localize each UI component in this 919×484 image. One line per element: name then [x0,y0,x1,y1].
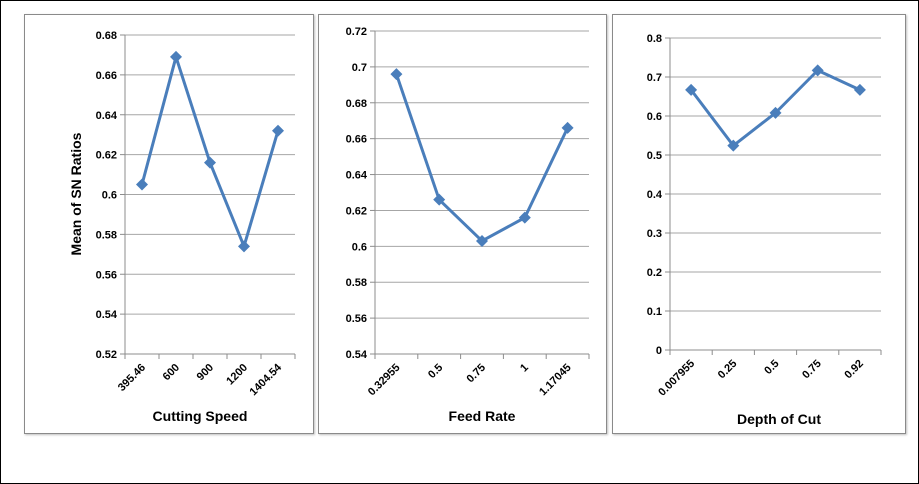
cutting-speed-data-point [204,156,216,169]
cutting-speed-x-tick-label: 1200 [224,362,250,388]
feed-rate-data-point [476,234,488,247]
feed-rate-y-tick-label: 0.58 [346,277,367,289]
feed-rate-series-line [394,73,569,243]
chart-panel-cutting-speed: 0.52 0.54 0.56 0.58 0.6 0.62 0.64 0.66 0.68 395.4… [24,14,314,434]
feed-rate-y-tick-label: 0.7 [352,62,367,74]
cutting-speed-series-line [140,55,280,248]
chart-feed-rate: 0.54 0.56 0.58 0.6 0.62 0.64 0.66 0.68 0.7 0.72 0.… [346,26,590,424]
feed-rate-y-tick-label: 0.54 [346,349,368,361]
cutting-speed-y-tick-label: 0.66 [96,70,117,82]
depth-of-cut-x-tick-label: 0.25 [716,358,740,382]
cutting-speed-data-point [136,178,148,191]
depth-of-cut-y-tick-label: 0.2 [647,267,662,279]
feed-rate-x-tick-label: 0.5 [426,362,445,381]
cutting-speed-x-tick-label: 600 [161,362,182,383]
feed-rate-y-tick-label: 0.68 [346,98,367,110]
feed-rate-y-tick-label: 0.62 [346,205,367,217]
depth-of-cut-x-axis-label: Depth of Cut [737,411,821,427]
feed-rate-y-tick-label: 0.72 [346,26,367,38]
feed-rate-x-axis-label: Feed Rate [449,408,516,424]
depth-of-cut-y-tick-label: 0.7 [647,72,662,84]
depth-of-cut-x-tick-label: 0.75 [800,358,824,382]
chart-cutting-speed: 0.52 0.54 0.56 0.58 0.6 0.62 0.64 0.66 0.68 395.4… [68,30,296,424]
feed-rate-y-tick-label: 0.66 [346,134,367,146]
cutting-speed-data-point [238,240,250,253]
cutting-speed-x-tick-label: 900 [195,362,216,383]
feed-rate-x-tick-label: 1.17045 [537,362,574,399]
feed-rate-y-tick-label: 0.64 [346,170,368,182]
cutting-speed-y-tick-label: 0.54 [96,309,118,321]
cutting-speed-y-tick-label: 0.6 [102,190,117,202]
chart-depth-of-cut: 0 0.1 0.2 0.3 0.4 0.5 0.6 0.7 0.8 0.007955 0.25 0.5… [647,33,882,427]
feed-rate-data-point [561,121,574,134]
cutting-speed-y-tick-label: 0.52 [96,349,117,361]
depth-of-cut-data-point [727,139,740,152]
feed-rate-data-point [433,193,446,206]
depth-of-cut-y-tick-label: 0.5 [647,150,662,162]
cutting-speed-y-tick-label: 0.62 [96,150,117,162]
cutting-speed-data-point [170,50,182,63]
feed-rate-x-tick-label: 0.75 [464,362,488,386]
cutting-speed-x-tick-label: 1404.54 [248,361,285,398]
depth-of-cut-y-tick-label: 0.1 [647,306,662,318]
feed-rate-y-tick-label: 0.6 [352,241,367,253]
depth-of-cut-data-point [769,106,782,119]
depth-of-cut-y-tick-label: 0.3 [647,228,662,240]
cutting-speed-y-tick-label: 0.64 [96,110,118,122]
depth-of-cut-y-tick-label: 0.4 [647,189,663,201]
cutting-speed-y-tick-label: 0.68 [96,30,117,42]
feed-rate-data-point [390,68,403,81]
depth-of-cut-x-tick-label: 0.92 [842,358,866,382]
depth-of-cut-y-tick-label: 0.6 [647,111,662,123]
cutting-speed-y-axis-label: Mean of SN Ratios [68,132,84,255]
depth-of-cut-data-point [811,64,824,77]
depth-of-cut-y-tick-label: 0 [656,345,662,357]
feed-rate-y-tick-label: 0.56 [346,313,367,325]
feed-rate-x-tick-label: 1 [518,362,531,375]
depth-of-cut-y-tick-label: 0.8 [647,33,662,45]
cutting-speed-data-point [272,124,284,137]
cutting-speed-y-tick-label: 0.56 [96,269,117,281]
depth-of-cut-data-point [685,83,698,96]
depth-of-cut-data-point [853,83,866,96]
depth-of-cut-x-tick-label: 0.5 [762,358,781,377]
feed-rate-x-tick-label: 0.32955 [366,362,403,399]
cutting-speed-x-tick-label: 395.46 [116,362,148,394]
cutting-speed-x-axis-label: Cutting Speed [153,408,248,424]
cutting-speed-y-tick-label: 0.58 [96,229,117,241]
feed-rate-data-point [518,211,531,224]
chart-panel-feed-rate: 0.54 0.56 0.58 0.6 0.62 0.64 0.66 0.68 0.7 0.72 0.… [318,14,607,434]
depth-of-cut-x-tick-label: 0.007955 [656,358,697,399]
chart-panel-depth-of-cut: 0 0.1 0.2 0.3 0.4 0.5 0.6 0.7 0.8 0.007955 0.25 0.5… [612,14,906,434]
